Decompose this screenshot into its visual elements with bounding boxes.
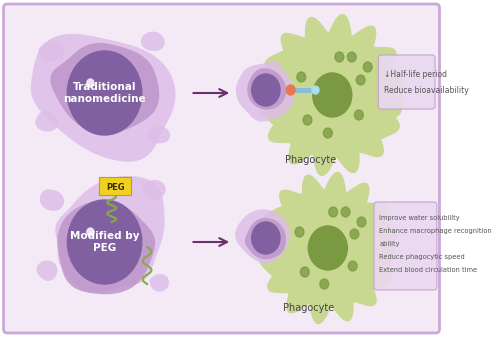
Circle shape (295, 227, 304, 237)
Polygon shape (36, 112, 59, 132)
Polygon shape (236, 61, 294, 122)
Text: Modified by
PEG: Modified by PEG (70, 231, 140, 253)
Text: Phagocyte: Phagocyte (282, 303, 334, 313)
Circle shape (354, 110, 364, 120)
Circle shape (320, 279, 328, 289)
Circle shape (313, 73, 352, 117)
Circle shape (356, 75, 365, 85)
Text: Reduce phagocytic speed: Reduce phagocytic speed (380, 254, 465, 260)
Circle shape (348, 52, 356, 62)
Polygon shape (31, 34, 176, 162)
Polygon shape (50, 43, 159, 133)
Circle shape (308, 226, 348, 270)
Circle shape (252, 74, 280, 106)
Circle shape (68, 51, 142, 135)
Text: Phagocyte: Phagocyte (284, 155, 336, 165)
Circle shape (364, 62, 372, 72)
Polygon shape (150, 274, 169, 292)
Circle shape (350, 229, 359, 239)
Text: Reduce bioavailability: Reduce bioavailability (384, 86, 468, 95)
Circle shape (324, 128, 332, 138)
Circle shape (87, 79, 94, 87)
FancyBboxPatch shape (99, 177, 131, 195)
Text: Enhance macrophage recognition: Enhance macrophage recognition (380, 228, 492, 234)
Circle shape (252, 222, 280, 254)
Polygon shape (38, 40, 64, 62)
Circle shape (335, 52, 344, 62)
Circle shape (328, 207, 338, 217)
Text: PEG: PEG (106, 183, 124, 191)
Circle shape (87, 228, 94, 236)
Circle shape (286, 85, 295, 95)
Circle shape (357, 217, 366, 227)
Text: ↓Half-life period: ↓Half-life period (384, 70, 446, 79)
Circle shape (300, 267, 309, 277)
Polygon shape (56, 176, 164, 292)
Polygon shape (141, 32, 165, 51)
Polygon shape (40, 189, 64, 211)
Circle shape (303, 115, 312, 125)
Circle shape (312, 86, 319, 94)
FancyBboxPatch shape (374, 202, 437, 290)
Polygon shape (259, 172, 396, 324)
FancyBboxPatch shape (378, 55, 435, 109)
Circle shape (297, 72, 306, 82)
Polygon shape (58, 201, 155, 294)
Polygon shape (148, 126, 170, 143)
Text: Extend blood circulation time: Extend blood circulation time (380, 267, 478, 273)
FancyBboxPatch shape (4, 4, 440, 333)
Polygon shape (235, 209, 290, 264)
Circle shape (68, 200, 142, 284)
Polygon shape (245, 218, 286, 259)
Text: Traditional
nanomedicine: Traditional nanomedicine (63, 82, 146, 104)
Circle shape (348, 261, 357, 271)
Polygon shape (248, 68, 286, 110)
Polygon shape (260, 14, 405, 176)
Text: ability: ability (380, 241, 400, 247)
Polygon shape (143, 180, 166, 200)
Polygon shape (36, 261, 58, 281)
Circle shape (341, 207, 350, 217)
Text: Improve water solubility: Improve water solubility (380, 215, 460, 221)
